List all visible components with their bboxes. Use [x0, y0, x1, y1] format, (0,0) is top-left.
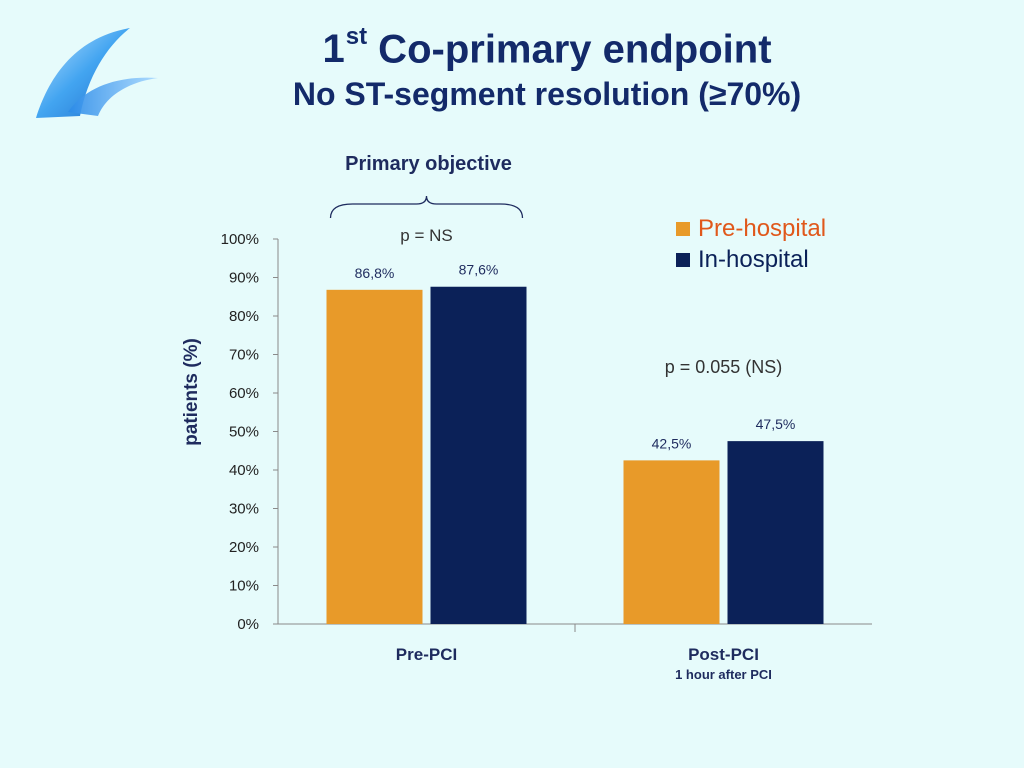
bar-data-label: 86,8%	[355, 265, 395, 281]
y-tick-label: 90%	[229, 270, 259, 287]
bar	[326, 289, 423, 624]
p-value-annotation: p = 0.055 (NS)	[665, 357, 783, 377]
y-tick-label: 40%	[229, 462, 259, 479]
legend-label-in-hospital: In-hospital	[698, 245, 809, 273]
slide-title: 1st Co-primary endpoint	[0, 18, 1024, 72]
y-tick-label: 10%	[229, 578, 259, 595]
bar-data-label: 47,5%	[756, 416, 796, 432]
legend-swatch-pre-hospital	[676, 221, 690, 236]
bar	[430, 286, 527, 624]
chart-legend: Pre-hospital In-hospital	[676, 213, 826, 275]
y-tick-label: 60%	[229, 385, 259, 402]
primary-objective-brace	[329, 195, 524, 219]
title-number: 1	[322, 27, 345, 72]
x-category-sublabel: 1 hour after PCI	[675, 667, 772, 682]
title-superscript: st	[345, 23, 368, 50]
x-category-label: Post-PCI	[688, 645, 759, 664]
wave-logo-icon	[36, 28, 158, 118]
y-tick-label: 0%	[237, 616, 259, 633]
bar	[623, 460, 720, 624]
y-tick-label: 80%	[229, 308, 259, 325]
legend-item-in-hospital: In-hospital	[676, 244, 826, 275]
slide-subtitle: No ST-segment resolution (≥70%)	[292, 76, 802, 112]
bar-data-label: 42,5%	[652, 435, 692, 451]
legend-label-pre-hospital: Pre-hospital	[698, 214, 827, 242]
x-category-label: Pre-PCI	[396, 645, 457, 664]
title-text: Co-primary endpoint	[367, 27, 772, 72]
y-tick-label: 50%	[229, 424, 259, 441]
bar	[727, 441, 824, 624]
bar-data-label: 87,6%	[459, 262, 499, 278]
legend-item-pre-hospital: Pre-hospital	[676, 213, 826, 244]
p-value-annotation: p = NS	[400, 226, 452, 245]
legend-swatch-in-hospital	[676, 252, 690, 267]
y-tick-label: 70%	[229, 347, 259, 364]
y-tick-label: 100%	[221, 231, 259, 248]
y-tick-label: 30%	[229, 501, 259, 518]
y-tick-label: 20%	[229, 539, 259, 556]
primary-objective-label: Primary objective	[345, 153, 512, 175]
